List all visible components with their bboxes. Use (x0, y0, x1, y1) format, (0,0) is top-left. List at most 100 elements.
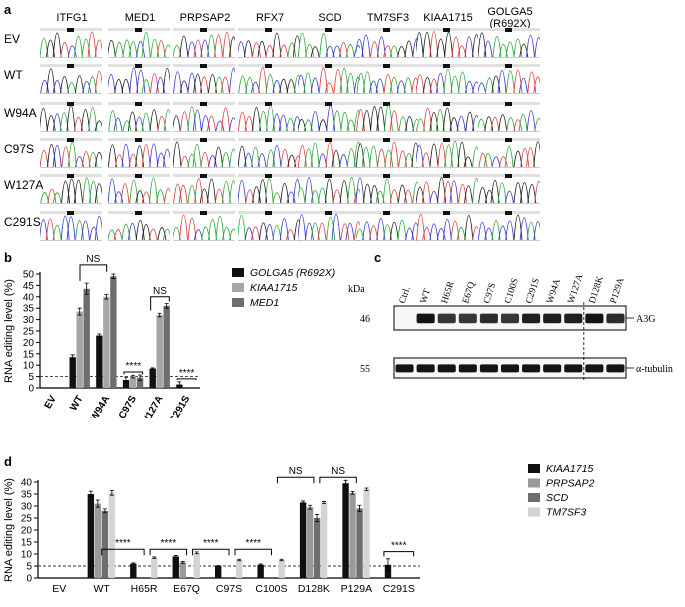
significance-bracket (176, 378, 197, 381)
legend-swatch (528, 493, 540, 502)
chromatogram-trace (173, 28, 235, 58)
error-bar (150, 367, 155, 370)
y-axis-label: RNA editing level (%) (3, 279, 15, 383)
legend-label: KIAA1715 (546, 463, 593, 475)
protein-band (606, 313, 625, 324)
row-label: C97S (4, 142, 35, 156)
error-bar (279, 558, 284, 562)
bar (306, 507, 314, 578)
bar (151, 557, 158, 578)
bar (149, 368, 156, 388)
chromatogram-trace (298, 174, 360, 204)
y-tick-label: 20 (21, 526, 33, 537)
error-bar (124, 376, 129, 384)
kda-label: kDa (348, 284, 365, 295)
gene-header: RFX7 (238, 12, 302, 24)
error-bar (194, 551, 199, 555)
chromatogram-trace (238, 102, 300, 132)
protein-band (585, 313, 604, 324)
significance-label: **** (126, 361, 142, 372)
bar (342, 483, 349, 578)
chromatogram-trace (108, 211, 170, 241)
y-tick-label: 20 (23, 338, 35, 349)
gene-header: MED1 (108, 12, 172, 24)
lane-label: W94A (546, 278, 563, 305)
bar (129, 376, 137, 388)
y-tick-label: 50 (23, 270, 35, 281)
lane-label: W127A (567, 273, 586, 305)
significance-bracket (101, 548, 145, 556)
error-bar (88, 490, 93, 498)
error-bar (350, 490, 355, 495)
lane-label: E67Q (461, 281, 477, 305)
legend-swatch (528, 464, 540, 473)
x-tick-label: WT (94, 583, 111, 595)
significance-bracket (319, 476, 357, 484)
error-bar (364, 487, 369, 491)
bar (96, 335, 103, 388)
gene-header-line: RFX7 (255, 12, 285, 24)
bar (110, 276, 117, 388)
chromatogram-trace (356, 138, 418, 168)
chromatogram-trace (478, 138, 540, 168)
bar (193, 552, 200, 578)
x-tick-label: C291S (383, 583, 415, 595)
error-bar (237, 558, 242, 562)
error-bar (131, 562, 136, 565)
bar (130, 563, 137, 578)
y-tick-label: 40 (21, 478, 33, 489)
chromatogram-trace (238, 174, 300, 204)
error-bar (77, 307, 82, 316)
gene-header: TM7SF3 (356, 12, 420, 24)
bar (156, 315, 163, 388)
bar (384, 564, 392, 578)
error-bar (138, 374, 143, 381)
error-bar (102, 508, 107, 514)
x-tick-label: C97S (117, 394, 139, 418)
chromatogram-trace (416, 211, 478, 241)
x-tick-label: C291S (167, 394, 192, 418)
gene-header-line: TM7SF3 (366, 12, 410, 24)
x-tick-label: P129A (341, 583, 373, 595)
row-label: C291S (4, 215, 41, 229)
gene-header-line: KIAA1715 (423, 12, 473, 24)
row-label: EV (4, 32, 21, 46)
x-tick-label: E67Q (173, 583, 200, 595)
protein-band (522, 364, 541, 373)
significance-bracket (234, 548, 272, 556)
legend-label: PRPSAP2 (546, 478, 595, 490)
protein-band (564, 313, 583, 324)
kda-marker: 55 (360, 364, 370, 375)
protein-band (479, 364, 498, 373)
chromatogram-trace (173, 211, 235, 241)
y-tick-label: 5 (28, 372, 34, 383)
y-tick-label: 30 (21, 502, 33, 513)
chromatogram-trace (40, 211, 102, 241)
significance-bracket (276, 476, 315, 484)
y-tick-label: 0 (28, 384, 34, 395)
significance-label: NS (86, 254, 100, 265)
significance-label: **** (161, 538, 177, 549)
y-tick-label: 30 (23, 315, 35, 326)
significance-label: **** (179, 368, 195, 379)
bar (122, 380, 130, 388)
significance-label: NS (331, 466, 345, 477)
chromatogram-trace (40, 64, 102, 94)
chromatogram-trace (108, 174, 170, 204)
error-bar (343, 479, 348, 487)
protein-band (585, 364, 604, 373)
error-bar (157, 312, 162, 318)
bar (278, 560, 285, 578)
legend-swatch (232, 268, 244, 277)
gene-header: PRPSAP2 (173, 12, 237, 24)
chromatogram-trace (108, 138, 170, 168)
chromatogram-trace (478, 28, 540, 58)
chromatogram-trace (416, 174, 478, 204)
legend-swatch (232, 298, 244, 307)
error-bar (180, 561, 185, 564)
y-tick-label: 25 (21, 514, 33, 525)
gene-header-line: PRPSAP2 (179, 12, 231, 24)
significance-label: **** (245, 538, 261, 549)
error-bar (258, 563, 263, 566)
